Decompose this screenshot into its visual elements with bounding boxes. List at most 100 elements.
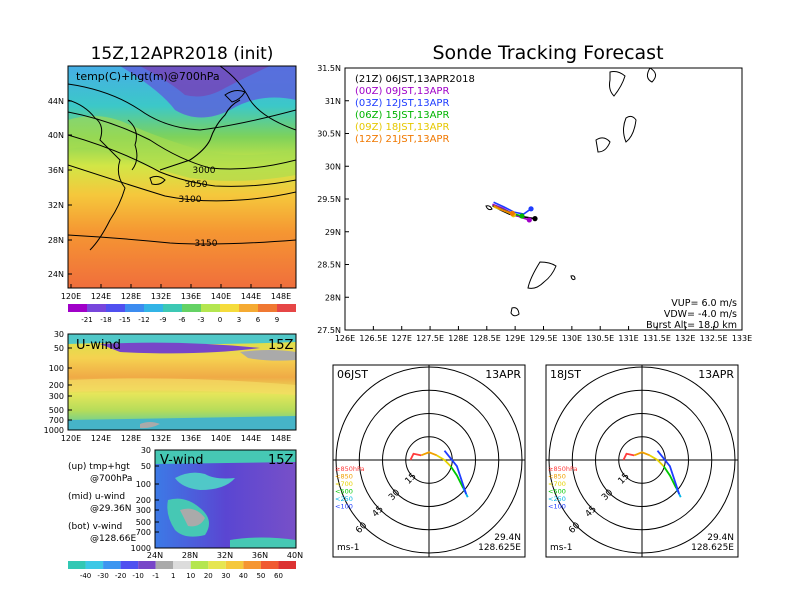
v-pressure-tick-label: 300	[136, 506, 151, 515]
v-wind-time: 15Z	[268, 453, 294, 468]
wind-colorbar-cell	[138, 561, 156, 569]
map-lon-tick-label: 140E	[211, 292, 231, 301]
u-wind-lon-ticks: 120E 124E 128E 132E 136E 140E 144E 148E	[61, 434, 291, 443]
track-legend-entry: (00Z) 09JST,13APR	[355, 86, 449, 97]
panel-description-head: (up) tmp+hgt	[68, 462, 130, 472]
track-endpoint	[528, 206, 534, 212]
temp-colorbar-cell	[106, 304, 125, 312]
map-lat-ticks: 44N 40N 36N 32N 28N 24N	[48, 97, 72, 279]
map-lat-tick-label: 36N	[48, 166, 64, 175]
v-wind-label: V-wind	[160, 453, 204, 468]
hodograph-level-key: ≥850hPa	[548, 465, 578, 473]
v-pressure-tick-label: 700	[136, 528, 151, 537]
map-lat-tick-label: 28N	[48, 236, 64, 245]
map-lon-ticks: 120E 124E 128E 132E 136E 140E 144E 148E	[61, 284, 291, 301]
v-pressure-tick-label: 30	[141, 446, 151, 455]
hodograph-level-key: <850	[548, 473, 566, 481]
hodograph-trace	[633, 451, 651, 457]
wind-colorbar-cell	[208, 561, 226, 569]
track-axis-ticks: 126E 126.5E 127E 127.5E 128E 128.5E 129E 129.5E…	[317, 64, 752, 343]
track-x-tick-label: 128E	[448, 334, 468, 343]
sonde-track-map: Sonde Tracking Forecast 126E 126.5E 127E 12…	[317, 42, 752, 343]
temp-colorbar-label: -3	[198, 316, 205, 324]
u-pressure-tick-label: 30	[54, 330, 64, 339]
hodograph-level-key: <500	[548, 488, 566, 496]
hodograph-time: 06JST	[337, 368, 368, 381]
hodograph-lon: 128.625E	[691, 543, 734, 553]
track-legend-entry: (09Z) 18JST,13APR	[355, 122, 449, 133]
wind-colorbar: -40 -30 -20 -10 -1 1 10 20 30 40 50 60	[68, 561, 296, 580]
temp-colorbar-label: 3	[237, 316, 241, 324]
island-outlines	[485, 68, 656, 317]
hodograph-level-key: <250	[335, 495, 353, 503]
panel-description-head: (bot) v-wind	[68, 522, 122, 532]
u-pressure-tick-label: 500	[49, 406, 64, 415]
hodograph-level-key: <100	[548, 503, 566, 511]
track-legend-entry: (03Z) 12JST,13APR	[355, 98, 449, 109]
track-x-tick-label: 133E	[732, 334, 752, 343]
hodograph-date: 13APR	[485, 368, 521, 381]
hodograph-trace	[449, 465, 464, 489]
hodograph-level-key: <700	[548, 480, 566, 488]
track-legend-entry: (12Z) 21JST,13APR	[355, 134, 449, 145]
wind-colorbar-label: 50	[256, 572, 265, 580]
track-x-tick-label: 126.5E	[359, 334, 387, 343]
launch-parameter: Burst Alt= 18.0 km	[646, 320, 737, 331]
wind-colorbar-cell	[155, 561, 174, 569]
wind-colorbar-cell	[68, 561, 86, 569]
v-pressure-tick-label: 50	[141, 462, 151, 471]
panel-description-head: (mid) u-wind	[68, 492, 125, 502]
contour-label: 3150	[195, 239, 218, 249]
wind-colorbar-label: 1	[171, 572, 175, 580]
temp-colorbar-cell	[163, 304, 182, 312]
track-y-tick-label: 31N	[325, 97, 341, 106]
v-pressure-tick-label: 500	[136, 518, 151, 527]
wind-colorbar-label: 60	[274, 572, 283, 580]
u-pressure-tick-label: 1000	[44, 426, 64, 435]
wind-colorbar-cell	[278, 561, 296, 569]
hodograph-trace	[649, 454, 665, 467]
wind-colorbar-cell	[225, 561, 244, 569]
wind-colorbar-label: -20	[115, 572, 126, 580]
map-lat-tick-label: 32N	[48, 201, 64, 210]
launch-parameter: VUP= 6.0 m/s	[671, 298, 737, 309]
hodograph-lon: 128.625E	[478, 543, 521, 553]
launch-parameter: VDW= -4.0 m/s	[664, 309, 737, 320]
track-y-tick-label: 29N	[325, 228, 341, 237]
map-lon-tick-label: 132E	[151, 292, 171, 301]
temp-colorbar-cell	[201, 304, 220, 312]
v-lat-tick-label: 40N	[287, 551, 303, 560]
v-lat-tick-label: 24N	[147, 551, 163, 560]
track-x-tick-label: 131E	[618, 334, 638, 343]
right-title: Sonde Tracking Forecast	[432, 42, 663, 64]
hodograph-level-key: ≥850hPa	[335, 465, 365, 473]
track-x-tick-label: 127E	[392, 334, 412, 343]
temperature-colorbar: -21 -18 -15 -12 -9 -6 -3 0 3 6 9	[68, 304, 296, 324]
temp-colorbar-cell	[144, 304, 163, 312]
wind-colorbar-label: -30	[97, 572, 108, 580]
hodograph-trace	[443, 450, 468, 495]
wind-colorbar-label: 20	[204, 572, 213, 580]
hodograph-level-key: <500	[335, 488, 353, 496]
temp-colorbar-label: -21	[81, 316, 92, 324]
u-wind-time: 15Z	[268, 338, 294, 353]
track-endpoint	[519, 213, 525, 219]
u-lon-tick-label: 132E	[151, 434, 171, 443]
u-lon-tick-label: 124E	[91, 434, 111, 443]
map-lat-tick-label: 40N	[48, 131, 64, 140]
track-x-tick-label: 128.5E	[473, 334, 501, 343]
temp-colorbar-label: -18	[100, 316, 111, 324]
panel-description-sub: @700hPa	[90, 474, 132, 484]
track-y-tick-label: 30.5N	[317, 130, 341, 139]
u-lon-tick-label: 144E	[241, 434, 261, 443]
u-pressure-tick-label: 200	[49, 381, 64, 390]
track-y-tick-label: 28.5N	[317, 261, 341, 270]
v-pressure-tick-label: 200	[136, 496, 151, 505]
track-y-tick-label: 31.5N	[317, 64, 341, 73]
track-x-tick-label: 129E	[505, 334, 525, 343]
u-lon-tick-label: 128E	[121, 434, 141, 443]
hodograph-time: 18JST	[550, 368, 581, 381]
